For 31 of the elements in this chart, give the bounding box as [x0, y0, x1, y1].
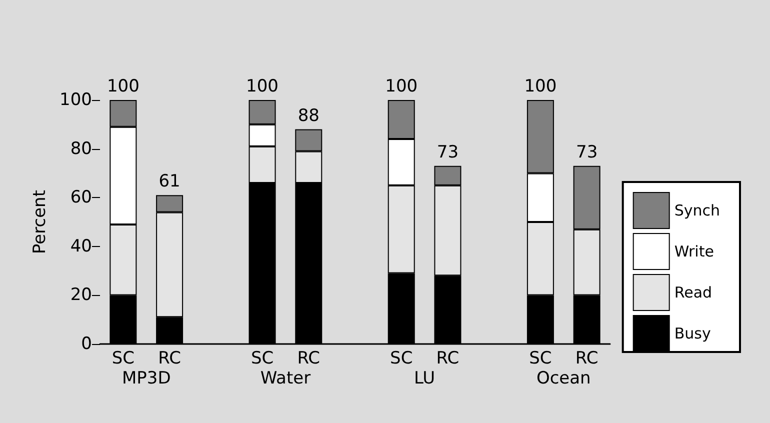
text: MP3D: [122, 368, 171, 388]
y-tick-label: 40: [70, 236, 92, 256]
y-tick-label: 20: [70, 285, 92, 306]
total-label: 100: [246, 76, 278, 96]
x-tick-label: RC: [575, 348, 598, 368]
x-tick-label: SC: [112, 348, 135, 368]
total-label: 73: [576, 142, 598, 162]
total-label: 100: [524, 76, 557, 96]
y-tick-label: 60: [70, 188, 92, 208]
total-label: 88: [298, 106, 320, 126]
y-tick-label: 80: [70, 138, 92, 159]
x-tick-label: RC: [297, 348, 320, 368]
text: LU: [414, 368, 436, 388]
text: Water: [260, 368, 311, 388]
x-tick-label: SC: [529, 348, 552, 368]
y-tick-label: 0: [81, 334, 92, 354]
legend-label: Busy: [674, 324, 711, 342]
total-label: 100: [106, 76, 140, 96]
total-label: 73: [436, 142, 459, 162]
total-label: 61: [158, 172, 180, 192]
y-tick-label: 100: [60, 90, 92, 110]
x-tick-label: RC: [436, 348, 460, 368]
x-tick-label: SC: [250, 348, 274, 368]
x-tick-label: RC: [158, 348, 181, 368]
text: Ocean: [536, 368, 591, 388]
legend-label: Read: [674, 284, 712, 302]
legend-label: Synch: [674, 202, 720, 220]
total-label: 100: [385, 76, 418, 96]
y-axis-title: Percent: [30, 190, 50, 254]
x-tick-label: SC: [390, 348, 413, 368]
legend-label: Write: [674, 242, 714, 260]
